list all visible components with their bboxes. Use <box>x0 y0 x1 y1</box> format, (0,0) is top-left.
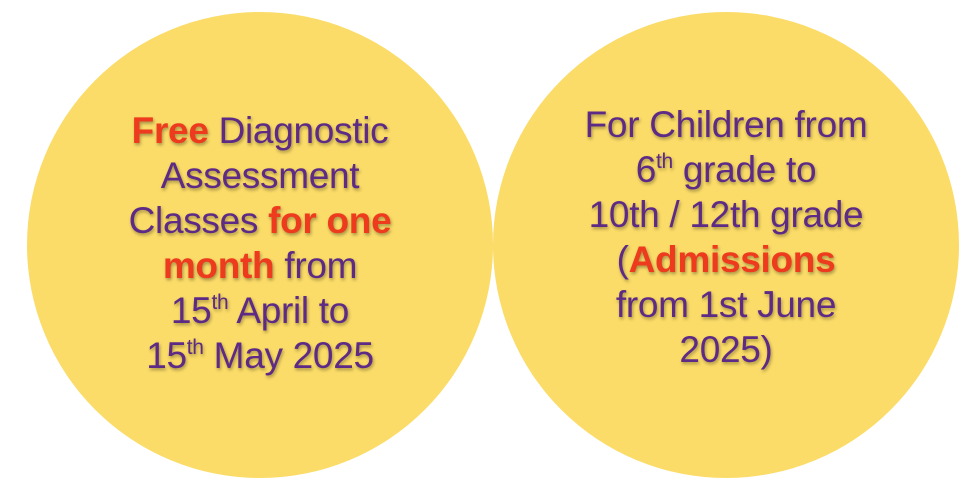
grade-rest-text: grade to <box>672 149 817 190</box>
line-assessment: Assessment <box>160 155 360 196</box>
line-end-date: 15th May 2025 <box>129 333 392 378</box>
for-one-highlight: for one <box>268 200 392 241</box>
line-grade-end: 10th / 12th grade <box>588 194 864 235</box>
admissions-text: For Children from 6th grade to 10th / 12… <box>585 102 868 372</box>
line-free-diagnostic: Free Diagnostic <box>129 108 392 153</box>
line-classes-for-one: Classes for one <box>129 198 392 243</box>
line-for-children: For Children from <box>584 104 868 145</box>
grade-suffix: th <box>655 150 673 173</box>
right-info-circle: For Children from 6th grade to 10th / 12… <box>493 12 959 478</box>
line-start-date: 15th April to <box>129 288 392 333</box>
grade-number: 6 <box>635 149 657 190</box>
end-month-text: May 2025 <box>203 335 374 376</box>
open-paren: ( <box>616 239 629 280</box>
from-text: from <box>274 245 358 286</box>
classes-text: Classes <box>128 200 269 241</box>
line-admissions: (Admissions <box>585 237 868 282</box>
line-year: 2025) <box>679 329 773 370</box>
end-day-suffix: th <box>186 336 204 359</box>
free-highlight: Free <box>131 110 209 151</box>
month-highlight: month <box>162 245 275 286</box>
start-day-suffix: th <box>211 291 229 314</box>
line-from-june: from 1st June <box>615 284 837 325</box>
end-day: 15 <box>146 335 187 376</box>
left-info-circle: Free Diagnostic Assessment Classes for o… <box>27 12 493 478</box>
free-assessment-text: Free Diagnostic Assessment Classes for o… <box>129 108 392 378</box>
admissions-highlight: Admissions <box>628 239 836 280</box>
diagnostic-text: Diagnostic <box>208 110 389 151</box>
start-month-text: April to <box>228 290 350 331</box>
line-grade-start: 6th grade to <box>585 147 868 192</box>
line-month-from: month from <box>129 243 392 288</box>
start-day: 15 <box>170 290 212 331</box>
